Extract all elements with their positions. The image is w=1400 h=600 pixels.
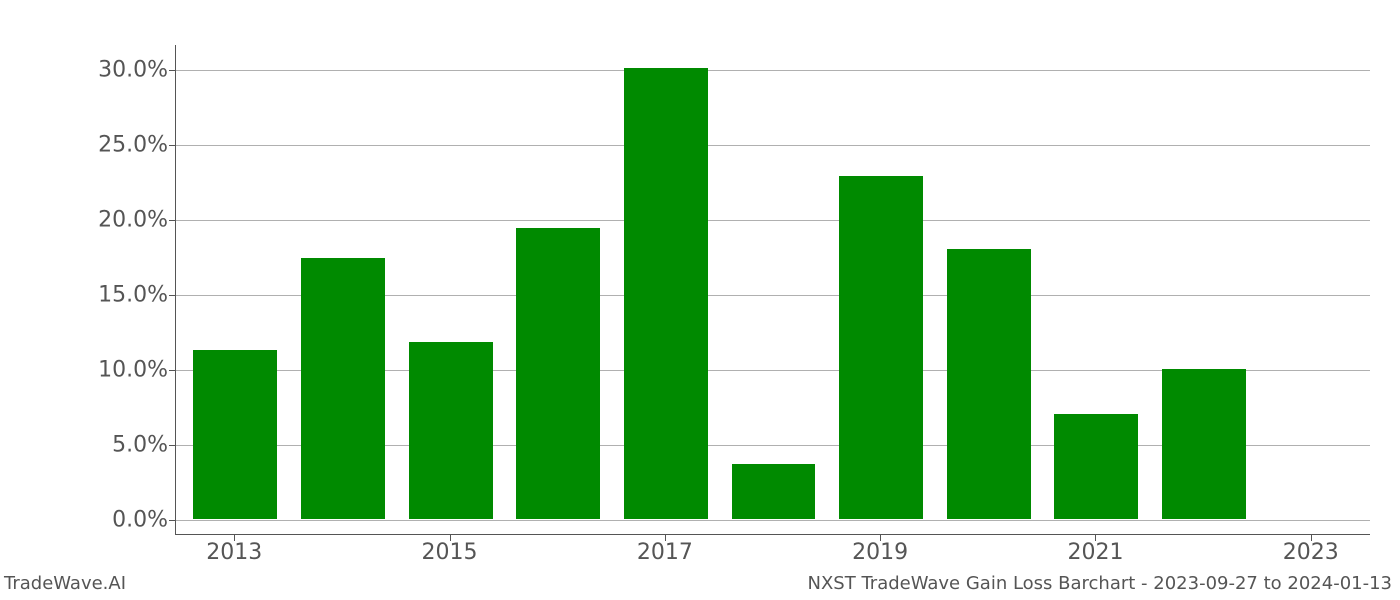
x-tick-mark bbox=[880, 535, 881, 541]
y-tick-mark bbox=[169, 70, 175, 71]
x-tick-mark bbox=[1095, 535, 1096, 541]
bar bbox=[193, 350, 277, 519]
y-tick-label: 0.0% bbox=[112, 508, 168, 533]
x-tick-mark bbox=[450, 535, 451, 541]
y-tick-label: 20.0% bbox=[98, 208, 168, 233]
bar bbox=[301, 258, 385, 519]
x-tick-label: 2015 bbox=[422, 540, 478, 565]
bar bbox=[839, 176, 923, 519]
x-tick-label: 2017 bbox=[637, 540, 693, 565]
y-tick-mark bbox=[169, 520, 175, 521]
bar-chart bbox=[175, 45, 1370, 535]
x-tick-label: 2023 bbox=[1283, 540, 1339, 565]
gridline bbox=[176, 220, 1370, 221]
footer-right-text: NXST TradeWave Gain Loss Barchart - 2023… bbox=[808, 573, 1393, 594]
bar bbox=[624, 68, 708, 519]
y-tick-mark bbox=[169, 445, 175, 446]
y-tick-label: 30.0% bbox=[98, 58, 168, 83]
y-tick-label: 5.0% bbox=[112, 433, 168, 458]
y-tick-mark bbox=[169, 370, 175, 371]
x-tick-label: 2021 bbox=[1067, 540, 1123, 565]
x-tick-mark bbox=[1311, 535, 1312, 541]
bar bbox=[1054, 414, 1138, 519]
gridline bbox=[176, 70, 1370, 71]
y-tick-label: 10.0% bbox=[98, 358, 168, 383]
y-tick-mark bbox=[169, 145, 175, 146]
gridline bbox=[176, 145, 1370, 146]
footer-left-text: TradeWave.AI bbox=[4, 573, 126, 594]
bar bbox=[409, 342, 493, 519]
x-tick-label: 2019 bbox=[852, 540, 908, 565]
gridline bbox=[176, 520, 1370, 521]
bar bbox=[516, 228, 600, 519]
bar bbox=[1162, 369, 1246, 519]
y-tick-label: 25.0% bbox=[98, 133, 168, 158]
x-tick-mark bbox=[665, 535, 666, 541]
y-tick-label: 15.0% bbox=[98, 283, 168, 308]
plot-area bbox=[175, 45, 1370, 535]
bar bbox=[947, 249, 1031, 519]
y-tick-mark bbox=[169, 295, 175, 296]
bar bbox=[732, 464, 816, 519]
y-tick-mark bbox=[169, 220, 175, 221]
x-tick-label: 2013 bbox=[206, 540, 262, 565]
x-tick-mark bbox=[234, 535, 235, 541]
